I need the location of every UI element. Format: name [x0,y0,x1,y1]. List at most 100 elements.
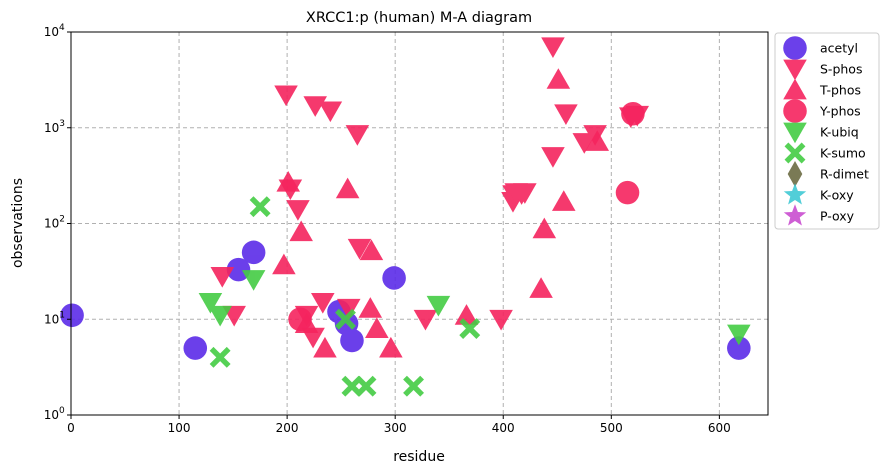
series-k-ubiq [198,270,751,346]
x-tick-label: 100 [168,421,191,435]
data-point [318,101,343,123]
legend-marker [783,78,807,100]
data-point [274,85,298,107]
legend-label: K-sumo [820,146,866,161]
y-axis-ticks: 100 101 102 103 104 [44,23,71,422]
data-point [615,180,640,205]
y-tick-label: 103 [44,119,65,135]
data-point [355,375,377,397]
data-point [286,200,310,221]
data-point [551,190,576,211]
x-axis-label: residue [393,449,445,465]
data-point [546,68,571,89]
series-y-phos [288,101,645,332]
data-point [541,37,565,59]
legend-label: K-ubiq [820,125,859,140]
legend-marker [783,36,807,60]
data-point [572,133,597,154]
data-point [272,253,296,275]
data-point [489,309,513,331]
series-k-sumo [209,196,481,397]
legend-label: S-phos [820,62,862,77]
legend-item: P-oxy [783,204,855,226]
legend-marker [787,161,803,187]
data-point [585,130,610,151]
legend-marker [783,59,807,81]
data-point [379,336,403,358]
data-point [621,101,645,126]
x-tick-label: 500 [600,421,623,435]
x-tick-label: 200 [276,421,299,435]
chart-title: XRCC1:p (human) M-A diagram [306,10,532,26]
y-tick-label: 101 [44,310,65,326]
y-axis-label: observations [10,178,26,268]
x-tick-label: 300 [384,421,407,435]
grid [71,32,768,415]
data-point [335,308,356,330]
data-point [183,336,208,360]
data-point [413,309,438,331]
data-point [426,295,451,317]
data-point [359,239,384,261]
x-tick-label: 600 [708,421,731,435]
data-point [210,267,235,288]
data-point [347,238,372,260]
data-point [313,336,337,358]
data-point [365,317,389,338]
legend-label: T-phos [819,83,861,98]
data-point [241,240,266,265]
data-point [303,96,328,117]
data-point [249,196,271,218]
data-point [532,217,557,239]
data-point [335,177,360,199]
legend-marker [783,99,807,123]
data-point [289,220,313,242]
legend-frame [774,32,880,230]
data-point [208,305,232,327]
x-tick-label: 0 [67,421,75,435]
legend-item: S-phos [783,59,862,81]
legend-item: Y-phos [783,99,861,123]
data-point [209,346,231,368]
series-s-phos [210,37,650,349]
x-axis-ticks: 0 100 200 300 400 500 600 [67,415,731,435]
data-point [454,304,479,325]
data-point [226,257,251,282]
legend-label: K-oxy [820,188,854,203]
y-tick-label: 104 [44,23,65,39]
legend-marker [783,122,807,144]
data-points [60,37,751,397]
data-point [60,303,84,328]
legend-marker [783,204,807,226]
legend-label: acetyl [820,41,858,56]
legend-item: T-phos [783,78,861,100]
data-point [403,375,425,397]
legend-item: K-ubiq [783,122,859,144]
legend-item: K-oxy [783,183,854,205]
legend-marker [784,142,806,164]
legend-label: Y-phos [819,104,861,119]
data-point [727,324,751,346]
legend-marker [783,183,807,205]
data-point [345,125,370,146]
legend-label: R-dimet [820,167,869,182]
data-point [529,277,553,298]
legend-item: K-sumo [784,142,866,164]
data-point [513,183,537,204]
data-point [241,270,266,291]
legend: acetyl S-phos T-phos Y-phos K-ubiq K-sumo R-di… [774,32,880,230]
data-point [541,147,565,168]
data-point [358,297,383,318]
series-acetyl [60,240,751,360]
x-tick-label: 400 [492,421,515,435]
legend-item: acetyl [783,36,858,60]
data-point [336,298,361,320]
plot-frame [70,31,769,416]
data-point [340,328,364,353]
data-point [288,307,312,332]
legend-label: P-oxy [820,209,855,224]
legend-item: R-dimet [787,161,869,187]
data-point [276,171,300,192]
data-point [459,318,481,339]
